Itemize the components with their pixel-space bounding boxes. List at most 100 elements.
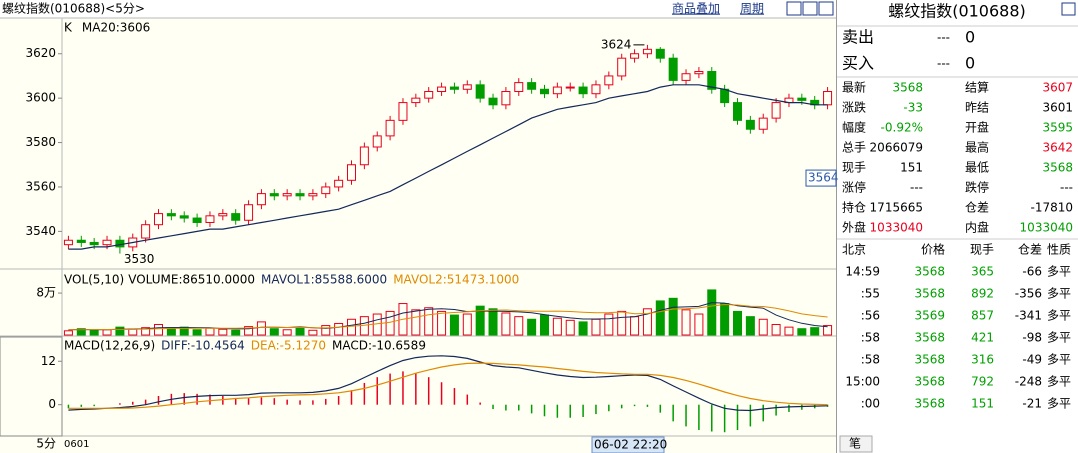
trade-cell: :58 (861, 331, 880, 345)
stat-label: 内盘 (965, 220, 989, 235)
trade-cell: 3568 (914, 375, 945, 389)
trade-cell: 3568 (914, 331, 945, 345)
menu-item[interactable]: 商品叠加 (672, 1, 720, 16)
volume-bar (269, 328, 279, 336)
candle-body (295, 193, 305, 197)
candle-body (565, 86, 575, 89)
volume-bar (282, 329, 292, 336)
trade-cell: 多平 (1047, 309, 1071, 323)
legend-label: DEA:-5.1270 (251, 339, 326, 353)
candle-body (694, 71, 704, 75)
crosshair-label: 3564 (808, 171, 839, 185)
volume-bar (514, 316, 524, 336)
trade-cell: 多平 (1047, 265, 1071, 279)
nav-icons[interactable] (786, 1, 834, 16)
crosshair-box (805, 169, 837, 187)
trade-cell: -341 (1015, 309, 1042, 323)
trade-cell: 365 (971, 265, 994, 279)
icon[interactable] (786, 1, 802, 16)
volume-bar (681, 309, 691, 336)
candle-body (707, 71, 717, 90)
volume-bar (63, 330, 73, 336)
cursor-label: 06-02 22:20 (594, 438, 667, 452)
trade-cell: -21 (1022, 397, 1042, 411)
top-bar (0, 0, 836, 18)
trade-cell: 3568 (914, 397, 945, 411)
candle-body (359, 146, 369, 166)
stat-label: 结算 (965, 80, 989, 95)
stat-label: 外盘 (842, 220, 866, 235)
stat-label: 涨跌 (842, 100, 866, 115)
candle-body (745, 119, 755, 130)
stat-label: 幅度 (842, 120, 866, 135)
stat-value: 3642 (1042, 141, 1073, 155)
candle-body (630, 53, 640, 59)
stat-label: 开盘 (965, 120, 989, 135)
tab[interactable] (839, 435, 873, 453)
candle-body (514, 82, 524, 92)
candle-body (218, 213, 228, 217)
book-volume: 0 (965, 54, 975, 73)
volume-bar (424, 307, 434, 336)
trade-header: 现手 (970, 243, 994, 257)
stat-value: 3595 (1042, 121, 1073, 135)
candle-body (372, 135, 382, 148)
stat-label: 昨结 (965, 101, 989, 115)
trade-cell: 3568 (914, 265, 945, 279)
line (68, 355, 828, 412)
y-tick-label: 8万 (36, 286, 56, 300)
candle-body (733, 102, 742, 121)
candle-body (642, 48, 652, 55)
stat-label: 仓差 (965, 201, 989, 215)
line (68, 302, 828, 331)
volume-bar (334, 322, 344, 336)
stat-value: 2066079 (870, 141, 923, 155)
stat-value: 3607 (1042, 81, 1073, 95)
trade-cell: -49 (1022, 353, 1042, 367)
menu-item[interactable]: 周期 (740, 2, 764, 16)
y-tick-label: 0 (48, 397, 56, 411)
trade-cell: :55 (861, 287, 880, 301)
candle-body (89, 241, 99, 246)
icon[interactable] (802, 1, 818, 16)
volume-bar (565, 319, 575, 336)
candle-body (462, 84, 472, 90)
legend-label: K (64, 21, 73, 35)
trade-cell: 多平 (1047, 397, 1071, 411)
stat-value: -33 (903, 101, 923, 115)
stat-label: 涨停 (842, 180, 866, 195)
legend-label: MACD(12,26,9) (64, 339, 155, 353)
legend-label: DIFF:-10.4564 (161, 339, 245, 353)
y-tick-label: 3580 (25, 135, 56, 149)
legend-label: VOL(5,10) (64, 273, 124, 287)
panel-box (0, 336, 63, 437)
candle-body (398, 102, 408, 121)
volume-bar (823, 325, 833, 336)
stat-value: 3568 (892, 81, 923, 95)
candle-body (578, 86, 588, 95)
stat-label: 最高 (965, 140, 989, 155)
y-tick-label: 12 (41, 354, 56, 368)
icon[interactable] (818, 1, 834, 16)
candle-body (501, 90, 511, 106)
candle-body (475, 84, 485, 99)
volume-bar (411, 309, 421, 336)
icon[interactable] (1061, 2, 1076, 16)
volume-bar (89, 329, 99, 336)
candle-body (256, 193, 266, 206)
volume-bar (231, 329, 241, 336)
candle-body (411, 97, 421, 104)
trade-cell: 多平 (1047, 353, 1071, 367)
candle-body (617, 57, 627, 77)
book-price: --- (937, 31, 950, 45)
candle-body (166, 213, 176, 217)
trade-cell: :00 (861, 397, 880, 411)
volume-bar (642, 308, 652, 336)
volume-bar (733, 310, 742, 336)
volume-bar (141, 327, 151, 336)
tab-label[interactable]: 笔 (849, 436, 861, 451)
book-price: --- (937, 57, 950, 71)
candle-body (115, 239, 125, 248)
volume-bar (128, 328, 138, 336)
